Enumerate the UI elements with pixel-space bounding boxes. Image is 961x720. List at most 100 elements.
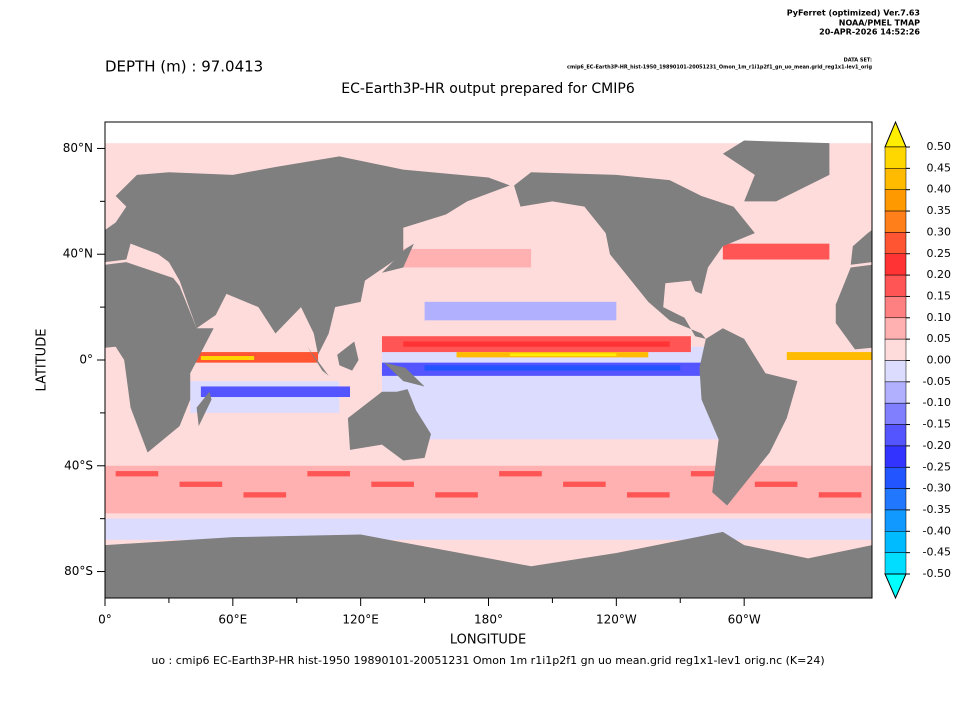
y-tick-label: 40°S xyxy=(64,458,93,472)
land xyxy=(514,172,755,339)
colorbar-label: -0.25 xyxy=(923,460,951,473)
colorbar-overflow xyxy=(884,120,907,148)
colorbar-label: 0.05 xyxy=(927,332,952,345)
colorbar-label: -0.15 xyxy=(923,418,951,431)
x-tick-label: 180° xyxy=(474,613,503,627)
sea-ice xyxy=(105,122,872,144)
colorbar-bin xyxy=(884,467,907,489)
colorbar-bin xyxy=(884,531,907,553)
current-band xyxy=(563,481,606,487)
current-band xyxy=(200,356,255,360)
y-tick-label: 0° xyxy=(79,353,93,367)
depth: DEPTH (m) : 97.0413 xyxy=(105,58,263,76)
current-band xyxy=(243,492,287,498)
colorbar-bin xyxy=(884,509,907,532)
colorbar-bin xyxy=(884,296,907,319)
colorbar-bin xyxy=(884,488,907,511)
current-band xyxy=(179,481,223,487)
colorbar-bin xyxy=(884,210,907,233)
colorbar-bin xyxy=(884,317,907,340)
ocean-region xyxy=(381,346,723,440)
y-tick-label: 80°N xyxy=(63,141,93,155)
colorbar-bin xyxy=(884,253,907,276)
colorbar-label: -0.20 xyxy=(923,439,951,452)
current-band xyxy=(105,465,872,514)
ocean-region xyxy=(105,518,872,540)
colorbar-label: 0.15 xyxy=(927,289,952,302)
colorbar-bin xyxy=(884,146,907,169)
colorbar-bin xyxy=(884,424,907,447)
current-band xyxy=(200,386,351,398)
colorbar-bin xyxy=(884,360,907,383)
current-band xyxy=(722,243,830,260)
colorbar-label: -0.10 xyxy=(923,396,951,409)
land xyxy=(105,262,214,453)
land xyxy=(699,328,798,506)
land xyxy=(381,243,414,273)
colorbar-bin xyxy=(884,402,907,425)
x-tick-label: 120°W xyxy=(596,613,637,627)
land xyxy=(196,391,212,427)
org: NOAA/PMEL TMAP xyxy=(839,19,920,28)
colorbar-bin xyxy=(884,274,907,297)
colorbar-underflow xyxy=(884,573,907,600)
colorbar-label: 0.20 xyxy=(927,268,952,281)
colorbar-label: -0.50 xyxy=(923,567,951,580)
land xyxy=(307,346,329,376)
ocean-region xyxy=(424,301,617,321)
current-band xyxy=(499,471,542,477)
colorbar-bin xyxy=(884,232,907,254)
colorbar-bin xyxy=(884,168,907,190)
date: 20-APR-2026 14:52:26 xyxy=(819,28,920,37)
current-band xyxy=(371,481,414,487)
x-axis-label: LONGITUDE xyxy=(450,633,526,648)
colorbar-label: 0.10 xyxy=(927,311,952,324)
land xyxy=(835,264,872,350)
title: EC-Earth3P-HR output prepared for CMIP6 xyxy=(341,81,635,97)
y-tick-label: 80°S xyxy=(64,564,93,578)
current-band xyxy=(626,492,670,498)
current-band xyxy=(190,352,319,363)
x-tick-label: 60°E xyxy=(218,613,247,627)
colorbar-label: 0.40 xyxy=(927,183,952,196)
footer: uo : cmip6 EC-Earth3P-HR hist-1950 19890… xyxy=(151,654,824,667)
colorbar-label: -0.30 xyxy=(923,482,951,495)
land xyxy=(384,362,425,387)
dataset-label: DATA SET: xyxy=(844,58,872,64)
land xyxy=(850,230,872,265)
colorbar-bin xyxy=(884,552,907,575)
current-band xyxy=(690,471,734,477)
current-band xyxy=(115,471,159,477)
colorbar-label: 0.35 xyxy=(927,204,952,217)
colorbar-label: -0.05 xyxy=(923,375,951,388)
colorbar-label: 0.45 xyxy=(927,161,952,174)
x-tick-label: 120°E xyxy=(342,613,379,627)
colorbar-bin xyxy=(884,338,907,361)
land xyxy=(105,531,872,598)
land xyxy=(337,341,359,371)
colorbar-label: 0.30 xyxy=(927,225,952,238)
colorbar-label: -0.40 xyxy=(923,524,951,537)
current-band xyxy=(435,492,478,498)
x-tick-label: 0° xyxy=(98,613,112,627)
colorbar-bin xyxy=(884,189,907,212)
program: PyFerret (optimized) Ver.7.63 xyxy=(787,9,920,18)
colorbar-bin xyxy=(884,445,907,468)
colorbar-bin xyxy=(884,381,907,404)
current-band xyxy=(509,353,617,357)
current-band xyxy=(424,365,681,371)
colorbar-label: 0.00 xyxy=(927,354,952,367)
y-axis-label: LATITUDE xyxy=(35,329,50,392)
colorbar-label: -0.45 xyxy=(923,546,951,559)
x-tick-label: 60°W xyxy=(728,613,761,627)
current-band xyxy=(403,341,670,347)
colorbar-label: 0.25 xyxy=(927,247,952,260)
current-band xyxy=(818,492,862,498)
colorbar-label: 0.50 xyxy=(927,140,952,153)
map-field xyxy=(105,122,872,598)
land xyxy=(722,140,830,202)
land xyxy=(347,389,431,461)
land xyxy=(105,156,510,355)
